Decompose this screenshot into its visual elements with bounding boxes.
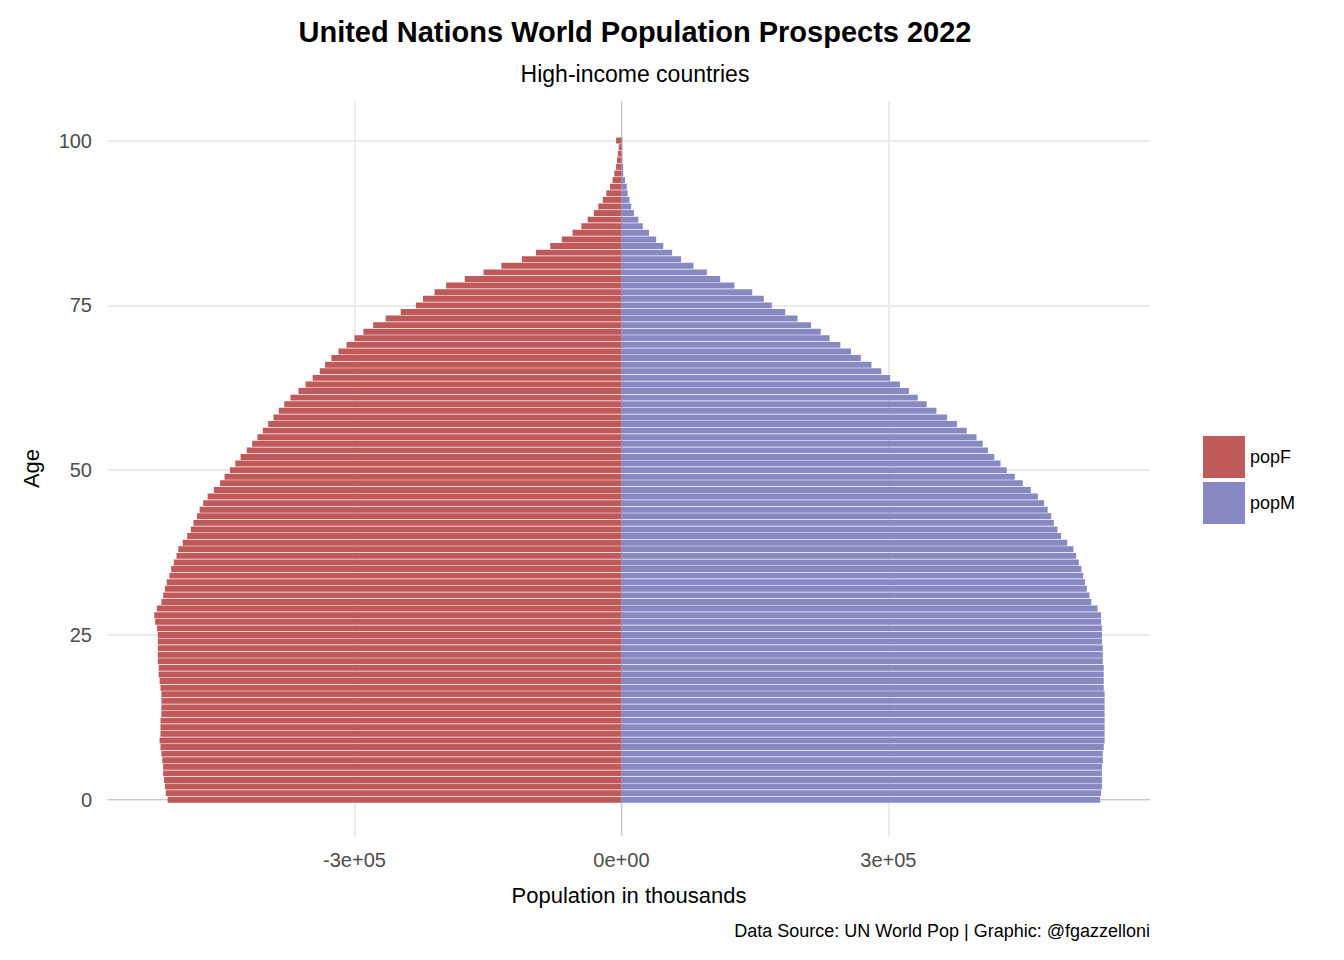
- svg-text:-3e+05: -3e+05: [323, 849, 386, 871]
- svg-text:100: 100: [59, 130, 92, 152]
- svg-text:0e+00: 0e+00: [593, 849, 649, 871]
- svg-text:50: 50: [70, 459, 92, 481]
- svg-text:High-income countries: High-income countries: [521, 61, 750, 87]
- svg-text:Data Source: UN World Pop | Gr: Data Source: UN World Pop | Graphic: @fg…: [734, 921, 1150, 941]
- svg-text:3e+05: 3e+05: [860, 849, 916, 871]
- svg-text:Age: Age: [19, 449, 44, 488]
- svg-text:25: 25: [70, 624, 92, 646]
- svg-text:Population in thousands: Population in thousands: [512, 883, 747, 908]
- svg-text:0: 0: [81, 789, 92, 811]
- svg-text:United Nations World Populatio: United Nations World Population Prospect…: [298, 16, 971, 48]
- svg-text:popF: popF: [1250, 447, 1291, 467]
- svg-text:popM: popM: [1250, 493, 1295, 513]
- svg-text:75: 75: [70, 294, 92, 316]
